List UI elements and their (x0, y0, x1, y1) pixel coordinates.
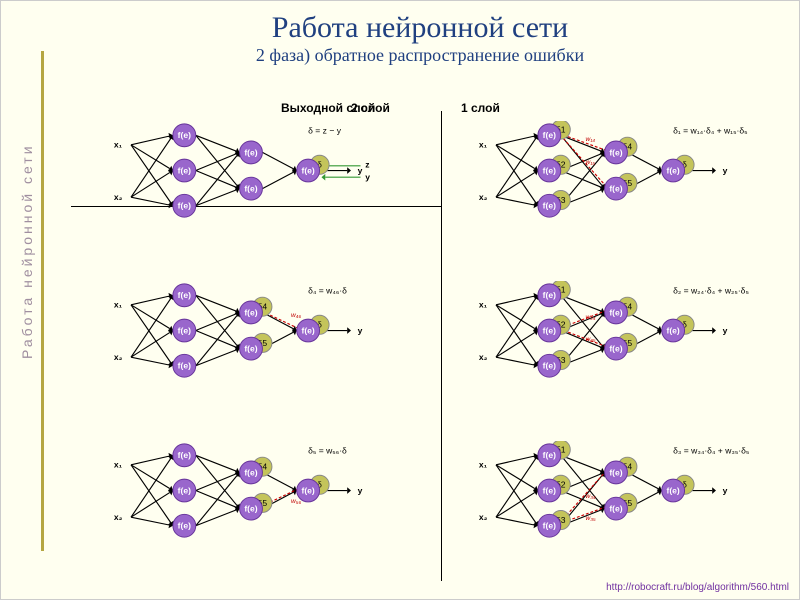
svg-text:f(e): f(e) (178, 165, 191, 175)
svg-text:f(e): f(e) (609, 343, 622, 353)
sidebar-rule (41, 51, 44, 551)
title-sub: 2 фаза) обратное распространение ошибки (81, 45, 759, 66)
svg-text:x₂: x₂ (479, 192, 488, 202)
svg-text:w₂₄: w₂₄ (586, 314, 596, 321)
svg-text:x₁: x₁ (479, 140, 488, 150)
svg-text:w₄₆: w₄₆ (291, 312, 301, 319)
svg-text:x₂: x₂ (114, 352, 123, 362)
svg-text:z: z (365, 160, 369, 170)
svg-text:f(e): f(e) (543, 165, 556, 175)
svg-text:f(e): f(e) (543, 325, 556, 335)
svg-text:y: y (358, 165, 363, 175)
svg-text:δ₂ = w₂₄·δ₄ + w₂₅·δ₅: δ₂ = w₂₄·δ₄ + w₂₅·δ₅ (673, 285, 749, 295)
svg-text:x₁: x₁ (114, 460, 123, 470)
svg-text:w₃₅: w₃₅ (586, 515, 596, 522)
svg-text:f(e): f(e) (543, 130, 556, 140)
svg-text:w₂₅: w₂₅ (586, 336, 596, 343)
label-layer1: 1 слой (461, 101, 500, 115)
label-layer2: 2 слой (351, 101, 390, 115)
title-main: Работа нейронной сети (81, 11, 759, 45)
net-panel: yw₅₆δ4δ5δf(e)f(e)f(e)f(e)f(e)f(e)x₁x₂δ₅ … (71, 441, 431, 541)
svg-text:f(e): f(e) (178, 325, 191, 335)
svg-text:f(e): f(e) (178, 485, 191, 495)
svg-text:δ = z − y: δ = z − y (308, 125, 342, 135)
svg-text:x₂: x₂ (114, 192, 123, 202)
svg-text:x₁: x₁ (479, 300, 488, 310)
svg-text:f(e): f(e) (178, 361, 191, 371)
svg-text:y: y (358, 485, 363, 495)
svg-text:f(e): f(e) (178, 450, 191, 460)
svg-text:f(e): f(e) (666, 485, 679, 495)
net-panel: yw₄₆δ4δ5δf(e)f(e)f(e)f(e)f(e)f(e)x₁x₂δ₄ … (71, 281, 431, 381)
svg-text:f(e): f(e) (244, 147, 257, 157)
net-panel: yzyδf(e)f(e)f(e)f(e)f(e)f(e)x₁x₂δ = z − … (71, 121, 431, 221)
svg-text:f(e): f(e) (666, 165, 679, 175)
slide: Работа нейронной сети Работа нейронной с… (0, 0, 800, 600)
svg-text:w₁₄: w₁₄ (586, 136, 596, 143)
svg-text:f(e): f(e) (609, 467, 622, 477)
svg-text:y: y (358, 325, 363, 335)
svg-text:f(e): f(e) (244, 307, 257, 317)
svg-text:f(e): f(e) (609, 307, 622, 317)
svg-text:f(e): f(e) (543, 290, 556, 300)
title: Работа нейронной сети 2 фаза) обратное р… (81, 11, 759, 66)
svg-text:f(e): f(e) (301, 485, 314, 495)
svg-text:f(e): f(e) (244, 183, 257, 193)
svg-text:x₁: x₁ (114, 140, 123, 150)
svg-text:f(e): f(e) (543, 450, 556, 460)
svg-text:f(e): f(e) (609, 183, 622, 193)
svg-text:w₁₅: w₁₅ (586, 159, 596, 166)
net-panel: yw₁₄w₁₅δ1δ2δ3δ4δ5δf(e)f(e)f(e)f(e)f(e)f(… (461, 121, 771, 221)
svg-text:f(e): f(e) (301, 165, 314, 175)
svg-text:δ₄ = w₄₆·δ: δ₄ = w₄₆·δ (308, 285, 347, 295)
svg-text:y: y (723, 325, 728, 335)
svg-text:x₂: x₂ (479, 512, 488, 522)
sidebar-label: Работа нейронной сети (19, 51, 39, 451)
svg-text:f(e): f(e) (666, 325, 679, 335)
net-panel: yw₃₄w₃₅δ1δ2δ3δ4δ5δf(e)f(e)f(e)f(e)f(e)f(… (461, 441, 771, 541)
svg-text:δ₁ = w₁₄·δ₄ + w₁₅·δ₅: δ₁ = w₁₄·δ₄ + w₁₅·δ₅ (673, 125, 747, 135)
svg-text:f(e): f(e) (543, 521, 556, 531)
svg-text:f(e): f(e) (244, 467, 257, 477)
net-panel: yw₂₄w₂₅δ1δ2δ3δ4δ5δf(e)f(e)f(e)f(e)f(e)f(… (461, 281, 771, 381)
svg-text:f(e): f(e) (178, 521, 191, 531)
svg-text:f(e): f(e) (178, 290, 191, 300)
svg-text:f(e): f(e) (178, 201, 191, 211)
svg-text:w₃₄: w₃₄ (586, 493, 596, 500)
svg-text:f(e): f(e) (609, 503, 622, 513)
svg-text:f(e): f(e) (178, 130, 191, 140)
footer-link[interactable]: http://robocraft.ru/blog/algorithm/560.h… (606, 582, 789, 593)
vertical-divider (441, 111, 442, 581)
svg-text:x₂: x₂ (479, 352, 488, 362)
svg-text:f(e): f(e) (543, 201, 556, 211)
content: Выходной слой 2 слой 1 слой yzyδf(e)f(e)… (71, 101, 779, 569)
svg-text:f(e): f(e) (244, 343, 257, 353)
svg-text:f(e): f(e) (301, 325, 314, 335)
svg-text:x₂: x₂ (114, 512, 123, 522)
svg-text:y: y (723, 165, 728, 175)
svg-text:δ₅ = w₅₆·δ: δ₅ = w₅₆·δ (308, 445, 347, 455)
svg-text:y: y (723, 485, 728, 495)
svg-text:x₁: x₁ (479, 460, 488, 470)
svg-text:f(e): f(e) (543, 361, 556, 371)
svg-text:f(e): f(e) (543, 485, 556, 495)
svg-text:x₁: x₁ (114, 300, 123, 310)
svg-text:f(e): f(e) (609, 147, 622, 157)
svg-text:δ₃ = w₃₄·δ₄ + w₃₅·δ₅: δ₃ = w₃₄·δ₄ + w₃₅·δ₅ (673, 445, 749, 455)
svg-text:f(e): f(e) (244, 503, 257, 513)
svg-text:y: y (365, 172, 370, 182)
